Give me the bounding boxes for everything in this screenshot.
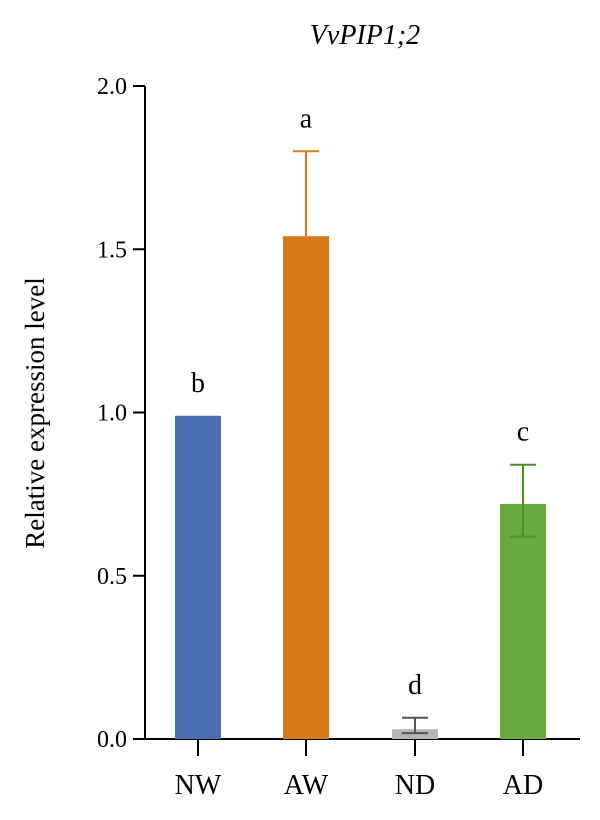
chart-title: VvPIP1;2 [310,20,420,51]
y-axis-label: Relative expression level [20,277,50,548]
bars [175,236,546,739]
bar-aw [283,236,329,739]
y-tick-label: 1.5 [97,237,127,263]
significance-labels: b a d c [191,103,529,700]
significance-label-nw: b [191,368,205,399]
x-tick-label: AW [284,770,329,801]
x-tick-label: AD [503,770,543,801]
significance-label-aw: a [300,103,313,134]
y-axis: 0.0 0.5 1.0 1.5 2.0 [97,74,146,753]
x-axis: NW AW ND AD [145,738,580,801]
x-tick-label: NW [175,770,222,801]
significance-label-ad: c [517,417,529,448]
significance-label-nd: d [408,670,422,701]
error-bars [293,150,536,735]
bar-ad [500,503,546,739]
y-tick-label: 0.5 [97,564,127,590]
y-tick-label: 1.0 [97,401,127,427]
y-tick-label: 0.0 [97,727,127,753]
y-tick-label: 2.0 [97,74,127,100]
x-tick-label: ND [395,770,435,801]
bar-nw [175,415,221,739]
